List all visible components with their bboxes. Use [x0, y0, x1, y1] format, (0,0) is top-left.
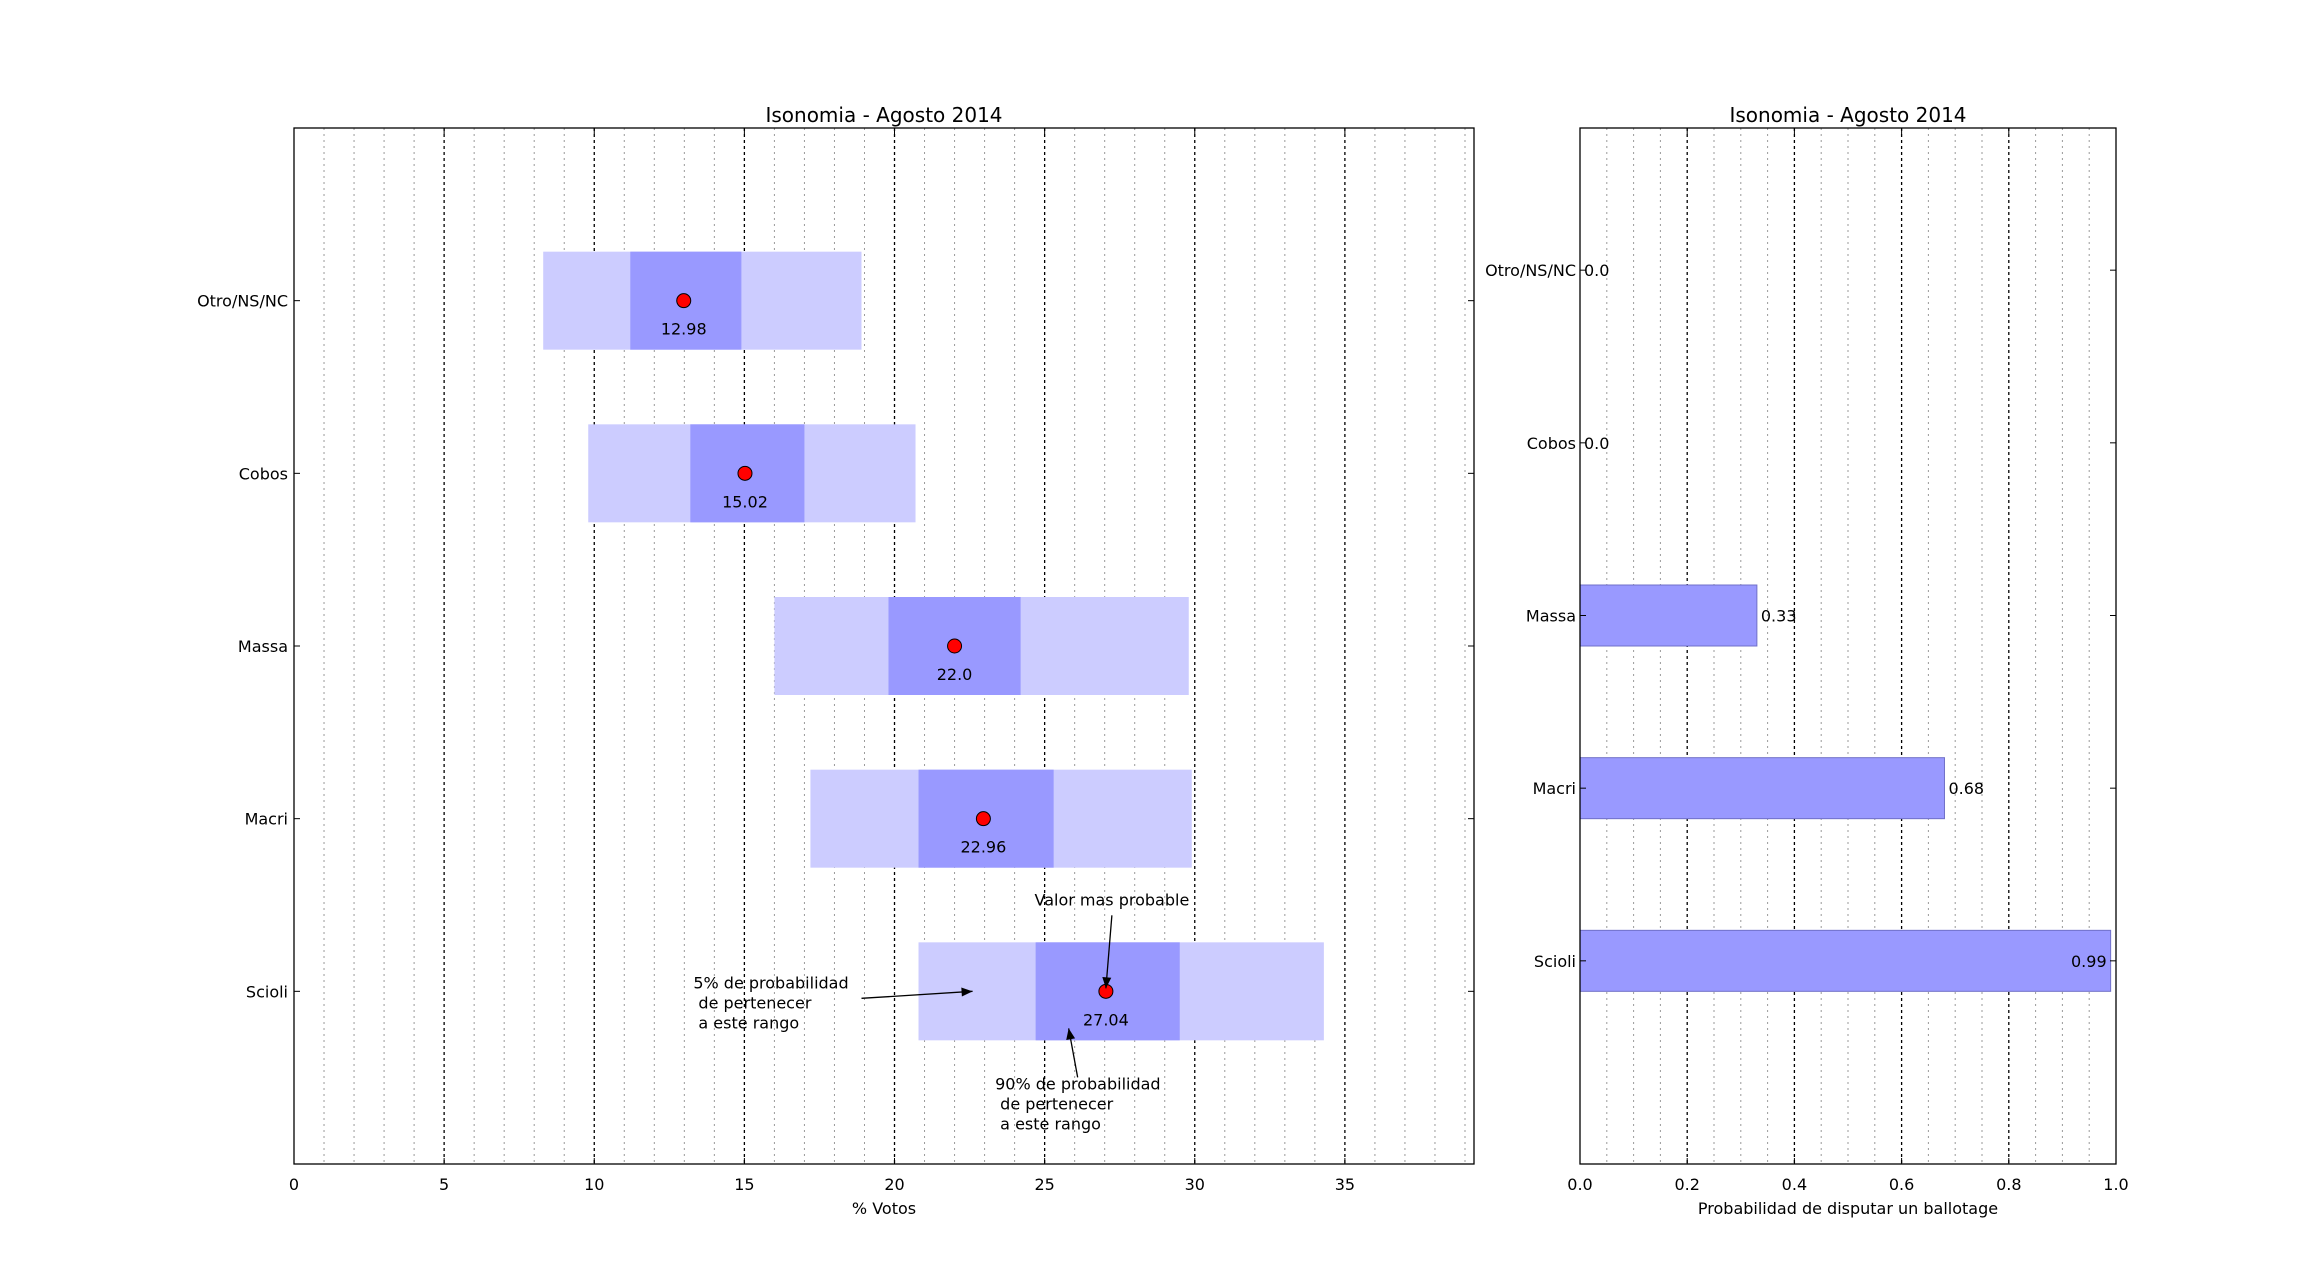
x-tick-label: 0.4 — [1782, 1175, 1807, 1194]
x-tick-label: 1.0 — [2103, 1175, 2128, 1194]
annotation-5pct-arrow-shaft — [861, 990, 973, 999]
x-tick-label: 5 — [439, 1175, 449, 1194]
x-tick-label: 0.0 — [1567, 1175, 1592, 1194]
value-label: 0.99 — [2071, 952, 2107, 971]
probability-bar — [1579, 929, 2112, 992]
annotation-most-probable: Valor mas probable — [1034, 890, 1189, 909]
value-label: 22.96 — [960, 838, 1006, 857]
x-tick-label: 0.6 — [1889, 1175, 1914, 1194]
value-label: 15.02 — [722, 492, 768, 511]
most-probable-point — [975, 811, 991, 827]
x-tick-label: 0 — [289, 1175, 299, 1194]
value-label: 22.0 — [937, 665, 973, 684]
x-tick-label: 25 — [1034, 1175, 1054, 1194]
value-label: 27.04 — [1083, 1010, 1129, 1029]
x-tick-label: 35 — [1335, 1175, 1355, 1194]
y-tick-label: Macri — [245, 810, 288, 829]
annotation-most-probable-arrow-head — [1102, 977, 1112, 989]
plot-frame — [1579, 127, 2117, 1165]
x-axis-label: Probabilidad de disputar un ballotage — [1698, 1199, 1998, 1218]
x-tick-label: 10 — [584, 1175, 604, 1194]
y-tick-label: Macri — [1533, 779, 1576, 798]
value-label: 12.98 — [661, 320, 707, 339]
annotation-90pct: 90% de probabilidad de pertenecer a este… — [995, 1074, 1160, 1133]
most-probable-point — [676, 293, 692, 309]
range-chart-panel: 12.98 15.02 22.0 22.96 27.04 0 5 10 15 20 25 30 35 Ot… — [197, 103, 1475, 1218]
chart-title: Isonomia - Agosto 2014 — [765, 103, 1002, 127]
annotation-5pct: 5% de probabilidad de pertenecer a este … — [693, 973, 848, 1032]
y-tick-label: Massa — [238, 637, 288, 656]
value-label: 0.68 — [1948, 779, 1984, 798]
y-tick-label: Otro/NS/NC — [197, 292, 288, 311]
y-tick-label: Otro/NS/NC — [1485, 261, 1576, 280]
x-tick-label: 30 — [1185, 1175, 1205, 1194]
y-tick-label: Scioli — [246, 982, 288, 1001]
x-tick-label: 20 — [884, 1175, 904, 1194]
value-label: 0.0 — [1584, 261, 1609, 280]
annotation-90pct-arrow-head — [1066, 1028, 1076, 1040]
probability-bar — [1579, 584, 1758, 647]
most-probable-point — [737, 465, 753, 481]
x-tick-label: 15 — [734, 1175, 754, 1194]
x-tick-label: 0.8 — [1996, 1175, 2021, 1194]
x-axis-label: % Votos — [852, 1199, 916, 1218]
annotation-5pct-arrow-head — [961, 987, 973, 997]
y-tick-label: Massa — [1526, 607, 1576, 626]
x-tick-label: 0.2 — [1674, 1175, 1699, 1194]
y-tick-label: Cobos — [239, 464, 288, 483]
most-probable-point — [947, 638, 963, 654]
y-tick-label: Scioli — [1534, 952, 1576, 971]
probability-bar-chart-panel: 0.0 0.0 0.33 0.68 0.99 0.0 0.2 0.4 0.6 0.8 1.0 Otro… — [1485, 103, 2129, 1218]
annotation-most-probable-arrow-shaft — [1105, 915, 1113, 989]
y-tick-label: Cobos — [1527, 434, 1576, 453]
chart-title: Isonomia - Agosto 2014 — [1729, 103, 1966, 127]
value-label: 0.0 — [1584, 434, 1609, 453]
value-label: 0.33 — [1761, 607, 1797, 626]
probability-bar — [1579, 757, 1945, 820]
